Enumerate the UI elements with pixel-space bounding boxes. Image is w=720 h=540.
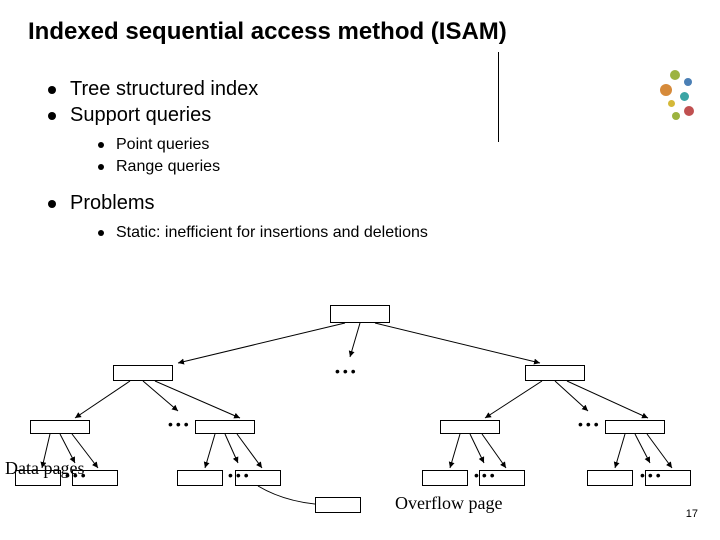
bullet-text: Problems [70,192,154,215]
ellipsis: ••• [578,416,602,432]
bullet-point-queries: Point queries [98,136,209,154]
page-number: 17 [686,508,698,520]
data-pages-label: Data pages [5,458,84,479]
level3-node [440,420,500,434]
divider [498,52,499,142]
ellipsis: ••• [335,363,359,379]
bullet-support-queries: Support queries [48,104,211,127]
bullet-problems: Problems [48,192,154,215]
bullet-dot [48,86,56,94]
leaf-node [587,470,633,486]
ellipsis: ••• [474,467,498,483]
level3-node [30,420,90,434]
bullet-dot [48,200,56,208]
bullet-text: Range queries [116,158,220,176]
bullet-dot [98,142,104,148]
level2-node [525,365,585,381]
leaf-node [177,470,223,486]
bullet-text: Support queries [70,104,211,127]
ellipsis: ••• [228,467,252,483]
bullet-text: Static: inefficient for insertions and d… [116,224,428,242]
overflow-page-label: Overflow page [395,493,502,514]
bullet-range-queries: Range queries [98,158,220,176]
ellipsis: ••• [168,416,192,432]
bullet-dot [98,164,104,170]
decorative-dots [640,70,700,130]
level3-node [195,420,255,434]
bullet-static: Static: inefficient for insertions and d… [98,224,428,242]
level2-node [113,365,173,381]
level3-node [605,420,665,434]
slide-title: Indexed sequential access method (ISAM) [28,18,507,46]
overflow-node [315,497,361,513]
bullet-dot [98,230,104,236]
bullet-text: Tree structured index [70,78,258,101]
bullet-tree-structured: Tree structured index [48,78,258,101]
root-node [330,305,390,323]
leaf-node [422,470,468,486]
bullet-text: Point queries [116,136,209,154]
tree-diagram: •••••••••••••••••••••Data pagesOverflow … [0,295,720,515]
ellipsis: ••• [640,467,664,483]
bullet-dot [48,112,56,120]
